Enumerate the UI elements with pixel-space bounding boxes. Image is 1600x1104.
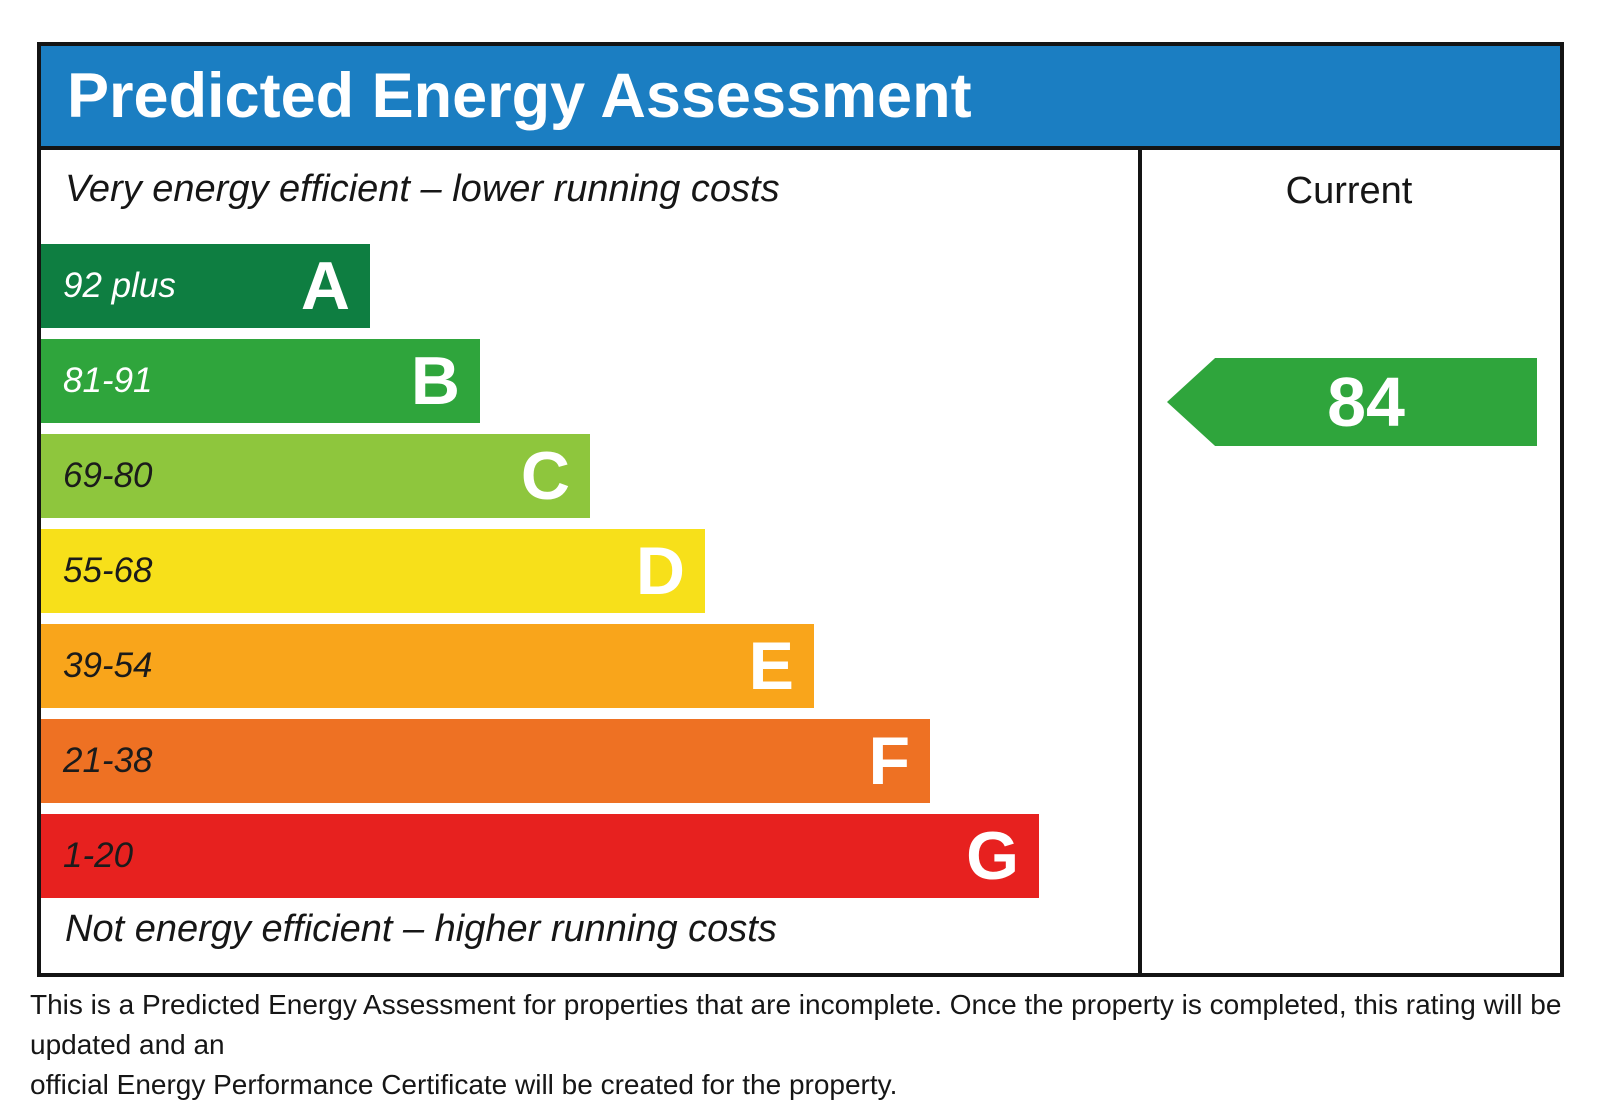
- band-letter: F: [868, 727, 910, 795]
- certificate-header: Predicted Energy Assessment: [41, 46, 1560, 150]
- band-range-label: 21-38: [63, 741, 153, 781]
- rating-band-a: 92 plus A: [41, 244, 370, 328]
- footer-line-1: This is a Predicted Energy Assessment fo…: [30, 985, 1600, 1065]
- not-efficient-note: Not energy efficient – higher running co…: [65, 908, 777, 951]
- rating-band-d: 55-68 D: [41, 529, 705, 613]
- band-range-label: 39-54: [63, 646, 153, 686]
- band-letter: G: [966, 822, 1019, 890]
- band-letter: E: [749, 632, 794, 700]
- band-range-label: 92 plus: [63, 266, 176, 306]
- footer-disclaimer: This is a Predicted Energy Assessment fo…: [30, 985, 1600, 1104]
- very-efficient-note: Very energy efficient – lower running co…: [65, 168, 780, 211]
- band-letter: B: [411, 347, 460, 415]
- band-letter: D: [636, 537, 685, 605]
- rating-band-g: 1-20 G: [41, 814, 1039, 898]
- current-rating-value: 84: [1299, 367, 1405, 437]
- epc-certificate-box: Predicted Energy Assessment Very energy …: [37, 42, 1564, 977]
- current-rating-arrow: 84: [1167, 358, 1537, 446]
- rating-band-e: 39-54 E: [41, 624, 814, 708]
- page-title: Predicted Energy Assessment: [67, 60, 972, 132]
- column-divider: [1138, 150, 1142, 973]
- band-range-label: 69-80: [63, 456, 153, 496]
- band-letter: C: [521, 442, 570, 510]
- rating-band-c: 69-80 C: [41, 434, 590, 518]
- rating-band-f: 21-38 F: [41, 719, 930, 803]
- rating-band-b: 81-91 B: [41, 339, 480, 423]
- footer-line-2: official Energy Performance Certificate …: [30, 1065, 1600, 1104]
- band-range-label: 55-68: [63, 551, 153, 591]
- current-column-header: Current: [1142, 170, 1556, 213]
- band-range-label: 1-20: [63, 836, 133, 876]
- band-letter: A: [301, 252, 350, 320]
- band-range-label: 81-91: [63, 361, 153, 401]
